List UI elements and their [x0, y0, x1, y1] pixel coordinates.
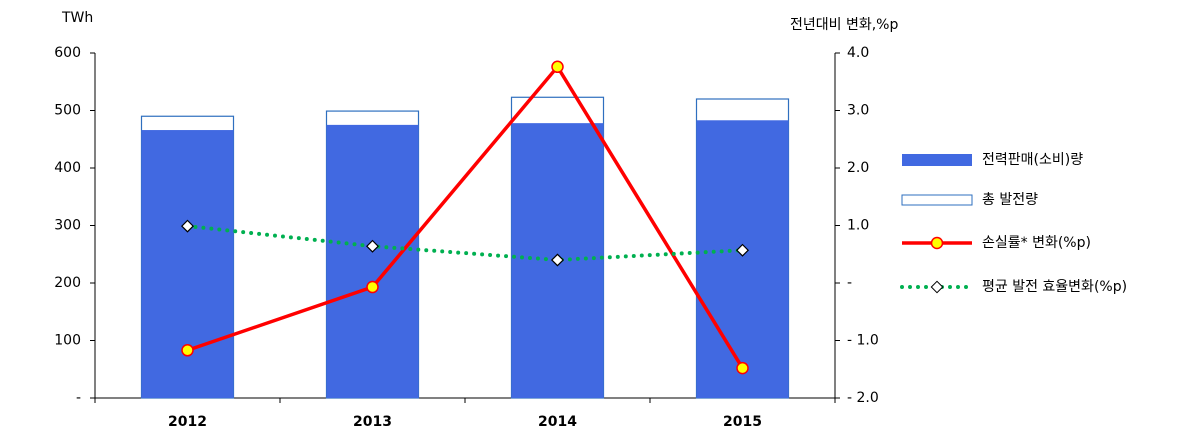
legend-swatch [901, 194, 973, 206]
bar [141, 130, 234, 399]
line-marker [736, 361, 749, 375]
x-tick-label: 2013 [353, 414, 392, 430]
diamond-marker [365, 239, 380, 253]
x-tick-label: 2012 [168, 414, 207, 430]
legend-label: 평균 발전 효율변화(%p) [982, 279, 1127, 295]
y2-tick-label: 1.0 [847, 218, 869, 234]
diamond-marker [550, 253, 565, 267]
x-tick-label: 2014 [538, 414, 577, 430]
y-tick-label: 400 [54, 160, 81, 176]
line-marker [366, 280, 379, 294]
y2-tick-label: 2.0 [847, 160, 869, 176]
diamond-marker [180, 219, 195, 233]
y-tick-label: 600 [54, 45, 81, 61]
y-tick-label: 500 [54, 103, 81, 119]
line [186, 63, 744, 370]
y-tick-label: 100 [54, 333, 81, 349]
legend-label: 손실률* 변화(%p) [982, 235, 1091, 251]
diamond-marker [735, 243, 750, 257]
legend-marker [930, 280, 944, 294]
y-unit: TWh [61, 10, 93, 26]
y-tick-label: - [76, 390, 81, 406]
legend-marker [930, 236, 944, 250]
y2-unit: 전년대비 변화,%p [790, 17, 898, 33]
y2-tick-label: - 1.0 [847, 333, 879, 349]
y2-tick-label: 3.0 [847, 103, 869, 119]
bar [696, 120, 789, 399]
y-tick-label: 200 [54, 275, 81, 291]
legend-label: 전력판매(소비)량 [982, 152, 1083, 168]
y-tick-label: 300 [54, 218, 81, 234]
x-tick-label: 2015 [723, 414, 762, 430]
y2-tick-label: - 2.0 [847, 390, 879, 406]
legend-label: 총 발전량 [982, 192, 1038, 208]
legend-swatch [902, 154, 972, 166]
line-marker [181, 344, 194, 357]
y2-tick-label: - [847, 275, 852, 291]
y2-tick-label: 4.0 [847, 45, 869, 61]
dotted-line [185, 224, 745, 263]
line-marker [551, 60, 564, 74]
bar [326, 124, 419, 398]
